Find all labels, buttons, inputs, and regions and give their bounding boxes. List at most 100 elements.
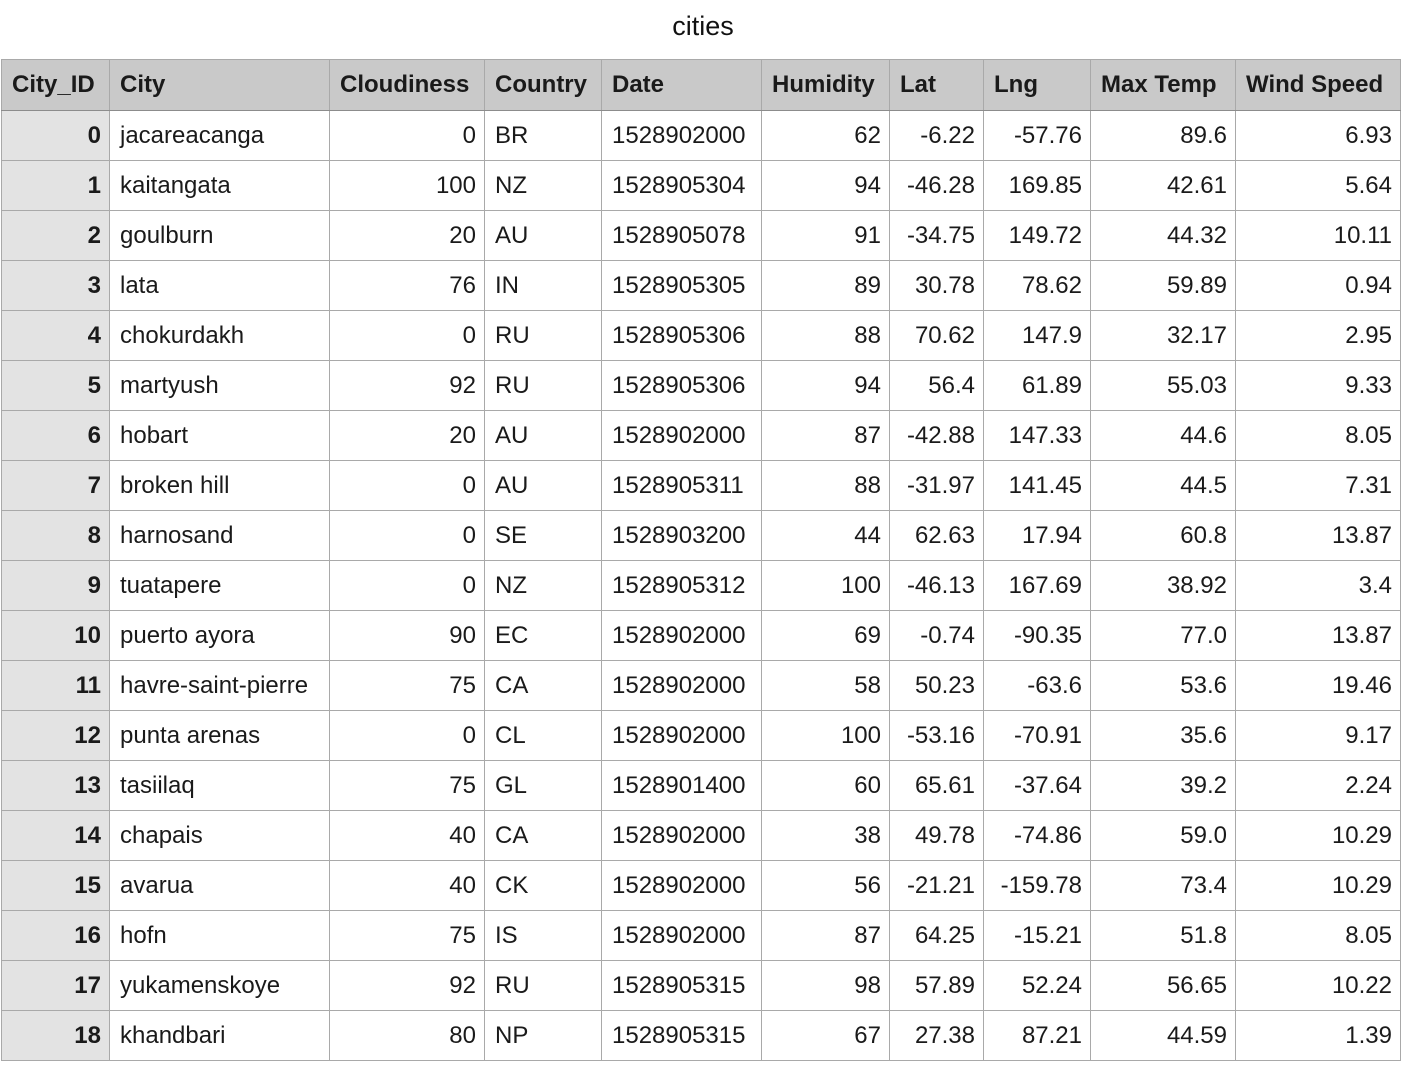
cell-city[interactable]: punta arenas [109,710,330,761]
cell-max-temp[interactable]: 38.92 [1090,560,1236,611]
cell-city-id[interactable]: 13 [1,760,110,811]
cell-wind-speed[interactable]: 10.29 [1235,860,1401,911]
cell-humidity[interactable]: 98 [761,960,890,1011]
cell-city-id[interactable]: 17 [1,960,110,1011]
cell-max-temp[interactable]: 77.0 [1090,610,1236,661]
cell-lat[interactable]: 57.89 [889,960,984,1011]
column-header-humidity[interactable]: Humidity [761,59,890,111]
column-header-lng[interactable]: Lng [983,59,1091,111]
cell-city-id[interactable]: 0 [1,110,110,161]
cell-humidity[interactable]: 60 [761,760,890,811]
cell-city-id[interactable]: 18 [1,1010,110,1061]
cell-wind-speed[interactable]: 8.05 [1235,910,1401,961]
column-header-max-temp[interactable]: Max Temp [1090,59,1236,111]
cell-cloudiness[interactable]: 20 [329,410,485,461]
cell-humidity[interactable]: 87 [761,910,890,961]
cell-humidity[interactable]: 58 [761,660,890,711]
cell-max-temp[interactable]: 73.4 [1090,860,1236,911]
cell-humidity[interactable]: 88 [761,460,890,511]
cell-country[interactable]: SE [484,510,602,561]
cell-city[interactable]: kaitangata [109,160,330,211]
cell-humidity[interactable]: 44 [761,510,890,561]
cell-lng[interactable]: 147.33 [983,410,1091,461]
cell-date[interactable]: 1528905315 [601,960,762,1011]
cell-city-id[interactable]: 10 [1,610,110,661]
column-header-date[interactable]: Date [601,59,762,111]
cell-date[interactable]: 1528905311 [601,460,762,511]
cell-city[interactable]: harnosand [109,510,330,561]
cell-country[interactable]: IS [484,910,602,961]
cell-city[interactable]: chapais [109,810,330,861]
cell-city[interactable]: hofn [109,910,330,961]
cell-date[interactable]: 1528905315 [601,1010,762,1061]
cell-date[interactable]: 1528905304 [601,160,762,211]
cell-date[interactable]: 1528902000 [601,110,762,161]
cell-city[interactable]: havre-saint-pierre [109,660,330,711]
cell-cloudiness[interactable]: 75 [329,660,485,711]
cell-lng[interactable]: 61.89 [983,360,1091,411]
cell-lat[interactable]: -31.97 [889,460,984,511]
cell-wind-speed[interactable]: 6.93 [1235,110,1401,161]
cell-country[interactable]: NP [484,1010,602,1061]
cell-lng[interactable]: 87.21 [983,1010,1091,1061]
cell-country[interactable]: RU [484,360,602,411]
cell-cloudiness[interactable]: 90 [329,610,485,661]
cell-max-temp[interactable]: 35.6 [1090,710,1236,761]
cell-lng[interactable]: 147.9 [983,310,1091,361]
cell-wind-speed[interactable]: 2.95 [1235,310,1401,361]
cell-city[interactable]: tuatapere [109,560,330,611]
column-header-cloudiness[interactable]: Cloudiness [329,59,485,111]
cell-city-id[interactable]: 3 [1,260,110,311]
cell-lng[interactable]: -15.21 [983,910,1091,961]
cell-max-temp[interactable]: 60.8 [1090,510,1236,561]
cell-lat[interactable]: -46.13 [889,560,984,611]
cell-lat[interactable]: -0.74 [889,610,984,661]
cell-date[interactable]: 1528902000 [601,660,762,711]
cell-lat[interactable]: 30.78 [889,260,984,311]
cell-cloudiness[interactable]: 80 [329,1010,485,1061]
cell-wind-speed[interactable]: 7.31 [1235,460,1401,511]
cell-city[interactable]: tasiilaq [109,760,330,811]
cell-lng[interactable]: 78.62 [983,260,1091,311]
cell-max-temp[interactable]: 44.32 [1090,210,1236,261]
cell-lng[interactable]: 169.85 [983,160,1091,211]
cell-date[interactable]: 1528902000 [601,710,762,761]
column-header-lat[interactable]: Lat [889,59,984,111]
cell-city-id[interactable]: 14 [1,810,110,861]
cell-wind-speed[interactable]: 2.24 [1235,760,1401,811]
cell-humidity[interactable]: 38 [761,810,890,861]
cell-max-temp[interactable]: 51.8 [1090,910,1236,961]
cell-country[interactable]: NZ [484,160,602,211]
cell-city-id[interactable]: 12 [1,710,110,761]
cell-max-temp[interactable]: 89.6 [1090,110,1236,161]
cell-lat[interactable]: 70.62 [889,310,984,361]
cell-lng[interactable]: -63.6 [983,660,1091,711]
cell-country[interactable]: AU [484,460,602,511]
cell-country[interactable]: EC [484,610,602,661]
cell-country[interactable]: CA [484,660,602,711]
cell-cloudiness[interactable]: 0 [329,310,485,361]
cell-date[interactable]: 1528902000 [601,910,762,961]
cell-date[interactable]: 1528902000 [601,610,762,661]
cell-city-id[interactable]: 6 [1,410,110,461]
cell-cloudiness[interactable]: 40 [329,810,485,861]
cell-city[interactable]: hobart [109,410,330,461]
cell-max-temp[interactable]: 44.6 [1090,410,1236,461]
cell-cloudiness[interactable]: 75 [329,760,485,811]
cell-wind-speed[interactable]: 13.87 [1235,510,1401,561]
cell-city[interactable]: yukamenskoye [109,960,330,1011]
cell-humidity[interactable]: 88 [761,310,890,361]
cell-city[interactable]: puerto ayora [109,610,330,661]
cell-wind-speed[interactable]: 8.05 [1235,410,1401,461]
cell-country[interactable]: RU [484,960,602,1011]
cell-lng[interactable]: -74.86 [983,810,1091,861]
cell-cloudiness[interactable]: 75 [329,910,485,961]
cell-lng[interactable]: -57.76 [983,110,1091,161]
cell-max-temp[interactable]: 44.5 [1090,460,1236,511]
cell-city-id[interactable]: 5 [1,360,110,411]
cell-lat[interactable]: 62.63 [889,510,984,561]
cell-city-id[interactable]: 16 [1,910,110,961]
cell-lat[interactable]: -46.28 [889,160,984,211]
cell-cloudiness[interactable]: 40 [329,860,485,911]
cell-country[interactable]: NZ [484,560,602,611]
